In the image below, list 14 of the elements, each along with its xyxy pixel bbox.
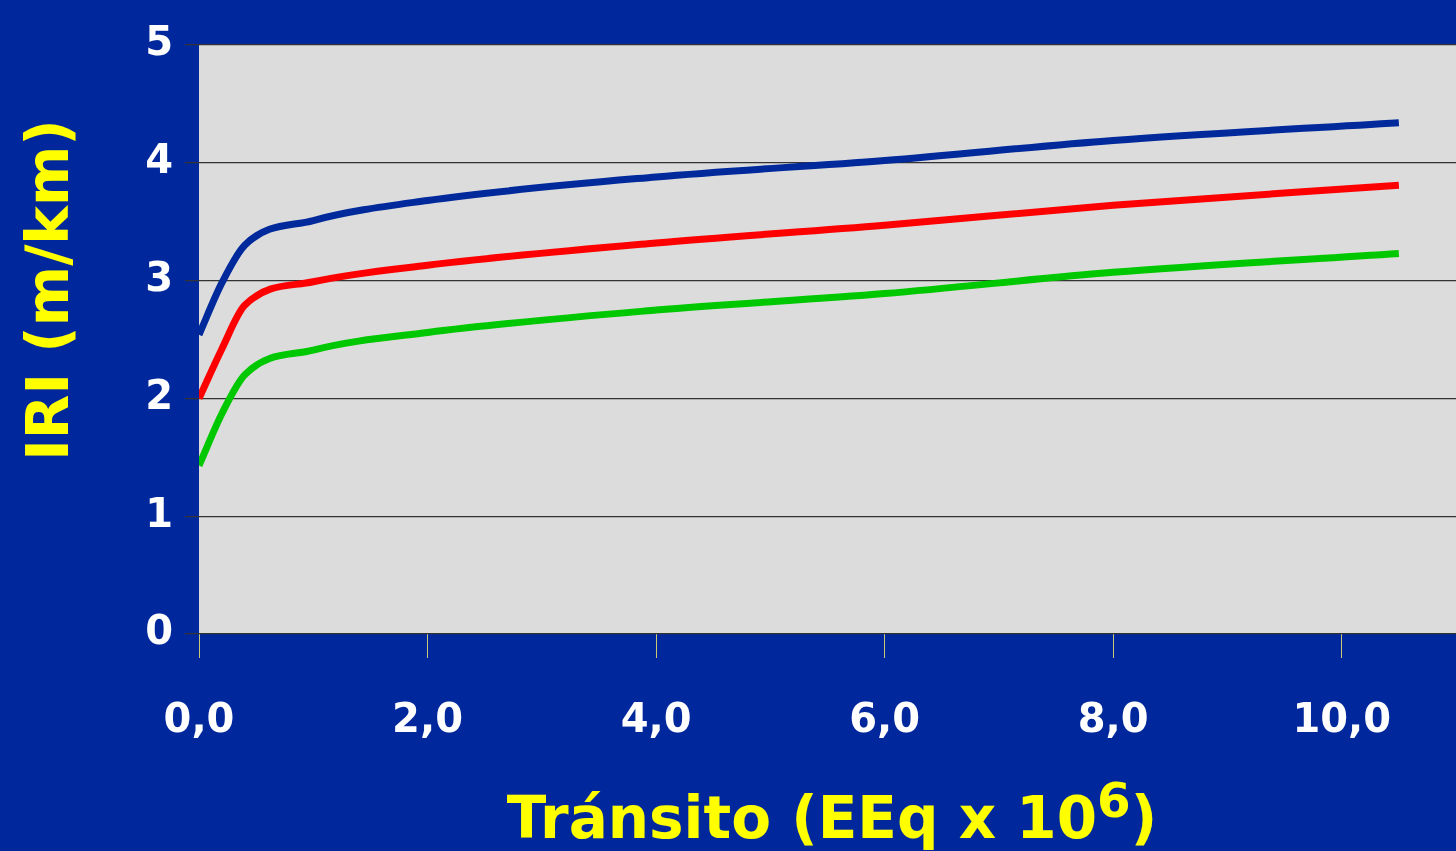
y-tick-label: 4 [145, 136, 173, 183]
x-tick-label: 0,0 [163, 695, 235, 742]
x-tick-label: 6,0 [849, 695, 921, 742]
x-tick-label: 8,0 [1077, 695, 1149, 742]
x-axis-title: Tránsito (EEq x 10$^{6}$) [506, 772, 1158, 851]
x-tick-label: 2,0 [392, 695, 463, 742]
y-tick-label: 3 [145, 253, 173, 300]
y-tick-label: 2 [145, 371, 173, 418]
x-tick-label: 4,0 [620, 695, 692, 742]
y-tick-label: 0 [145, 607, 173, 654]
x-tick-label: 10,0 [1292, 695, 1392, 742]
y-tick-label: 5 [145, 18, 173, 65]
y-tick-label: 1 [145, 489, 173, 536]
y-axis-title: IRI (m/km) [14, 119, 82, 461]
